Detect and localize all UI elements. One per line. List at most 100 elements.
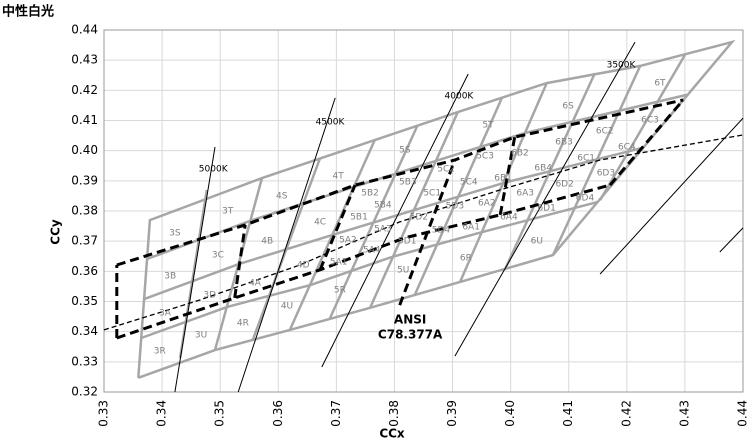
bin-label: 3A (159, 308, 172, 318)
cct-label: 4000K (445, 92, 475, 102)
bin-label: 4S (276, 191, 288, 201)
bin-label: 5B3 (399, 178, 417, 188)
ansi-boundary (608, 99, 685, 187)
bin-boundary (137, 39, 736, 379)
y-tick-label: 0.33 (71, 354, 98, 368)
bin-label: 3C (212, 251, 224, 261)
y-tick-label: 0.39 (71, 173, 98, 187)
bin-label: 5C2 (437, 165, 455, 175)
bin-label: 4U (281, 302, 293, 312)
bin-label: 5D1 (398, 236, 416, 246)
bin-label: 4C (314, 217, 326, 227)
bin-label: 6C4 (618, 143, 636, 153)
bin-label: 6D4 (576, 194, 595, 204)
bin-label: 6D1 (537, 203, 555, 213)
bin-label: 5D3 (446, 201, 464, 211)
bin-label: 5S (399, 146, 411, 156)
bin-label: 5A4 (363, 245, 381, 255)
bin-boundary (251, 157, 322, 341)
bin-label: 6D2 (555, 179, 573, 189)
bin-boundary (178, 189, 209, 359)
bin-label: 6B2 (511, 149, 529, 159)
x-tick-label: 0.41 (561, 400, 575, 427)
y-tick-label: 0.43 (71, 53, 98, 67)
bin-boundary (368, 111, 459, 309)
cct-line (599, 117, 744, 275)
bin-label: 6C3 (641, 115, 659, 125)
bin-label: 3R (154, 346, 166, 356)
x-tick-label: 0.40 (503, 400, 517, 427)
bin-boundary (458, 82, 548, 283)
bin-label: 3U (195, 330, 207, 340)
planckian-locus (103, 134, 744, 331)
x-tick-label: 0.33 (97, 400, 111, 427)
bin-label: 6A2 (478, 198, 496, 208)
cct-line (454, 41, 636, 357)
bin-label: 5D4 (432, 226, 451, 236)
bin-label: 5C3 (476, 152, 494, 162)
bin-label: 6C1 (577, 153, 595, 163)
bin-label: 6T (654, 79, 666, 89)
bin-boundary (413, 97, 504, 296)
bin-label: 6B3 (555, 137, 573, 147)
x-tick-label: 0.34 (155, 400, 169, 427)
y-tick-label: 0.44 (71, 23, 98, 37)
bin-label: 5D2 (410, 213, 428, 223)
y-tick-label: 0.34 (71, 324, 98, 338)
y-tick-label: 0.36 (71, 264, 98, 278)
bin-label: 6A1 (462, 222, 480, 232)
x-tick-label: 0.43 (677, 400, 691, 427)
x-axis-label: CCx (379, 427, 405, 441)
annotation: C78.377A (378, 327, 443, 341)
x-tick-label: 0.37 (329, 400, 343, 427)
bin-label: 6A4 (500, 213, 518, 223)
bin-label: 3T (222, 207, 234, 217)
x-tick-label: 0.36 (271, 400, 285, 427)
cct-line (237, 97, 336, 393)
bin-label: 5T (482, 121, 494, 131)
bin-label: 6D3 (597, 168, 615, 178)
bin-label: 4B (261, 236, 273, 246)
y-tick-label: 0.37 (71, 234, 98, 248)
cct-label: 5000K (199, 165, 229, 175)
bin-label: 5R (334, 286, 346, 296)
ansi-boundary (116, 98, 684, 267)
bin-boundary (328, 124, 419, 319)
y-tick-label: 0.41 (71, 113, 98, 127)
cct-label: 3500K (607, 60, 637, 70)
ansi-boundary (398, 159, 457, 306)
x-tick-label: 0.38 (387, 400, 401, 427)
bin-label: 6A3 (516, 188, 534, 198)
plot-frame (103, 29, 744, 393)
x-tick-label: 0.35 (213, 400, 227, 427)
ansi-boundary (233, 224, 247, 299)
bin-label: 5B4 (374, 200, 392, 210)
bin-label: 5U (397, 265, 409, 275)
bin-label: 6B4 (534, 163, 552, 173)
bin-label: 5C1 (423, 188, 441, 198)
cct-line (719, 227, 744, 253)
cct-line (174, 146, 216, 393)
bin-label: 3B (164, 271, 176, 281)
bin-label: 4T (332, 172, 344, 182)
bin-label: 5A1 (330, 257, 348, 267)
y-tick-label: 0.35 (71, 294, 98, 308)
x-tick-label: 0.44 (736, 400, 750, 427)
chart-title: 中性白光 (2, 4, 54, 20)
x-tick-label: 0.39 (445, 400, 459, 427)
bin-label: 5C4 (460, 178, 478, 188)
bin-boundary (503, 72, 597, 271)
bin-label: 3D (203, 290, 216, 300)
bin-label: 6C2 (596, 127, 614, 137)
annotation: ANSI (394, 312, 426, 326)
bin-label: 4D (297, 260, 310, 270)
bin-label: 6R (460, 254, 472, 264)
bin-boundary (599, 54, 686, 201)
bin-label: 4A (249, 279, 262, 289)
cct-label: 4500K (316, 118, 346, 128)
bin-label: 6S (562, 102, 574, 112)
y-tick-label: 0.40 (71, 143, 98, 157)
cct-line (321, 73, 469, 368)
bin-label: 3S (169, 229, 181, 239)
bin-label: 5B2 (361, 188, 379, 198)
